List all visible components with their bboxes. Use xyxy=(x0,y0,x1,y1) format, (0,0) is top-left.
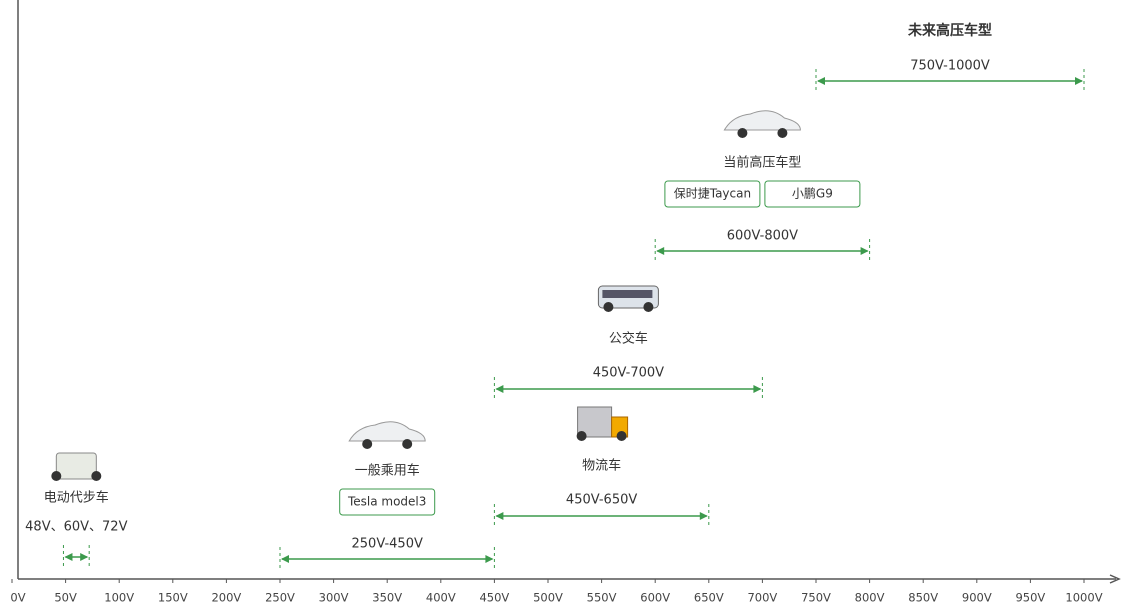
x-tick-label: 100V xyxy=(104,591,134,605)
vehicle-icon xyxy=(402,439,413,449)
vehicle-icon xyxy=(737,128,748,138)
model-box xyxy=(764,180,861,208)
arrow-head xyxy=(753,385,762,393)
x-tick-label: 700V xyxy=(747,591,777,605)
x-tick-label: 250V xyxy=(265,591,295,605)
range-label: 750V-1000V xyxy=(910,59,990,74)
x-axis-arrow xyxy=(1109,574,1121,584)
x-tick-label: 200V xyxy=(211,591,241,605)
model-name: 保时捷Taycan xyxy=(674,187,751,201)
vehicle-icon xyxy=(602,290,653,298)
category-name: 当前高压车型 xyxy=(723,155,801,171)
arrow-head xyxy=(656,247,665,255)
vehicle-icon xyxy=(362,439,373,449)
arrow-head xyxy=(1075,77,1083,85)
x-tick-label: 0V xyxy=(10,591,25,605)
vehicle-icon xyxy=(603,302,614,312)
vehicle-icon xyxy=(777,128,788,138)
arrow-head xyxy=(485,555,494,563)
x-tick-label: 650V xyxy=(694,591,724,605)
model-box xyxy=(339,488,436,516)
vehicle-icon xyxy=(643,302,654,312)
x-tick-label: 400V xyxy=(426,591,456,605)
x-tick-label: 300V xyxy=(319,591,349,605)
arrow-head xyxy=(64,553,73,561)
x-tick-label: 450V xyxy=(479,591,509,605)
arrow-head xyxy=(495,385,504,393)
x-tick-label: 550V xyxy=(587,591,617,605)
range-label: 450V-700V xyxy=(593,366,664,381)
range-label: 250V-450V xyxy=(352,537,423,552)
vehicle-icon xyxy=(723,110,801,131)
range-label: 48V、60V、72V xyxy=(25,520,127,535)
x-tick-label: 600V xyxy=(640,591,670,605)
x-tick-label: 900V xyxy=(962,591,992,605)
x-tick-label: 850V xyxy=(908,591,938,605)
category-name: 公交车 xyxy=(609,331,648,347)
vehicle-icon xyxy=(55,452,97,480)
model-box xyxy=(664,180,761,208)
arrow-head xyxy=(699,512,708,520)
category-name: 电动代步车 xyxy=(44,490,109,506)
vehicle-icon xyxy=(91,471,102,481)
category-name: 一般乘用车 xyxy=(355,463,420,479)
model-name: Tesla model3 xyxy=(347,495,426,509)
x-tick-label: 950V xyxy=(1015,591,1045,605)
x-tick-label: 50V xyxy=(54,591,77,605)
arrow-head xyxy=(817,77,825,85)
x-tick-label: 350V xyxy=(372,591,402,605)
arrow-head xyxy=(495,512,504,520)
vehicle-icon xyxy=(51,471,62,481)
range-label: 600V-800V xyxy=(727,229,798,244)
x-tick-label: 750V xyxy=(801,591,831,605)
range-label: 450V-650V xyxy=(566,493,637,508)
category-name: 未来高压车型 xyxy=(908,22,992,39)
x-tick-label: 800V xyxy=(855,591,885,605)
arrow-head xyxy=(80,553,89,561)
vehicle-icon xyxy=(348,421,426,442)
vehicle-icon xyxy=(576,431,587,441)
arrow-head xyxy=(281,555,289,563)
x-tick-label: 1000V xyxy=(1065,591,1102,605)
x-tick-label: 500V xyxy=(533,591,563,605)
x-tick-label: 150V xyxy=(158,591,188,605)
vehicle-icon xyxy=(616,431,627,441)
model-name: 小鹏G9 xyxy=(792,187,833,201)
category-name: 物流车 xyxy=(582,458,621,474)
arrow-head xyxy=(860,247,869,255)
